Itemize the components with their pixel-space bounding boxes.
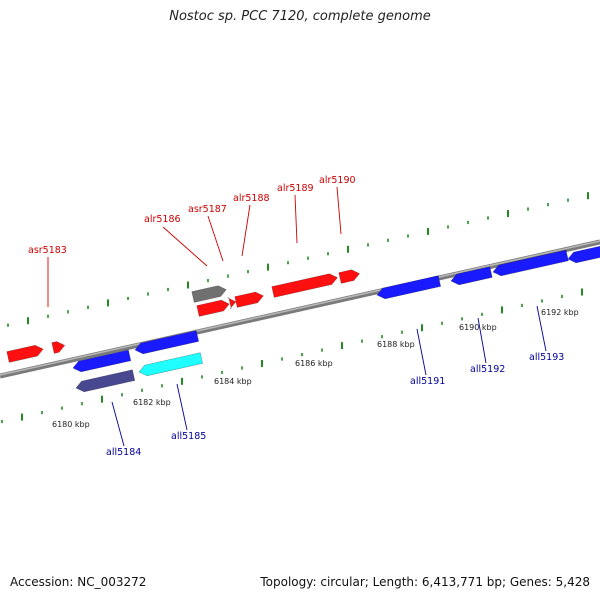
tick-label: 6190 kbp: [459, 323, 497, 332]
leader-asr5187: [207, 215, 224, 262]
leader-all5184: [111, 401, 125, 447]
gene-label-all5193: all5193: [529, 352, 564, 363]
gene-alr5190: [338, 269, 360, 284]
genome-summary-text: Topology: circular; Length: 6,413,771 bp…: [260, 575, 590, 589]
tick-label: 6184 kbp: [214, 377, 252, 386]
gene-all5184: [72, 349, 132, 373]
leader-alr5186: [162, 226, 208, 267]
gene-asr5183-shape: [6, 344, 44, 363]
tick-layer: [1, 192, 589, 424]
gene-all5192: [450, 266, 493, 286]
gene-alr5190-shape: [338, 269, 360, 284]
gene-alr5188-shape: [234, 291, 264, 308]
genome-backbone-highlight: [0, 240, 600, 376]
gene-label-asr5183: asr5183: [28, 245, 67, 256]
gene-asr5187b-shape: [226, 297, 237, 310]
gene-all5193: [492, 249, 569, 277]
leader-alr5190: [336, 186, 342, 235]
leader-all5191: [416, 328, 427, 376]
gene-asr5187b: [226, 297, 237, 310]
accession-text: Accession: NC_003272: [10, 575, 147, 589]
gene-all5185b: [138, 352, 204, 377]
gene-label-asr5187: asr5187: [188, 204, 227, 215]
gene-label-alr5186: alr5186: [144, 214, 181, 225]
gene-all5193-shape: [492, 249, 569, 277]
gene-layer: [6, 244, 600, 393]
map-title: Nostoc sp. PCC 7120, complete genome: [169, 9, 431, 24]
gene-asr5183: [6, 344, 44, 363]
leader-all5192: [477, 317, 487, 364]
leader-all5185: [176, 383, 188, 431]
tick-label: 6188 kbp: [377, 340, 415, 349]
leader-alr5189: [294, 194, 298, 244]
gene-all5194-shape: [567, 244, 600, 264]
gene-asr5183b: [51, 341, 66, 354]
gene-alr5189-shape: [271, 273, 338, 298]
gene-label-alr5189: alr5189: [277, 183, 314, 194]
gene-all5184b: [75, 369, 136, 393]
gene-all5185-shape: [134, 330, 200, 355]
gene-all5192-shape: [450, 266, 493, 286]
gene-all5191: [376, 275, 442, 300]
gene-all5185: [134, 330, 200, 355]
tick-label: 6180 kbp: [52, 420, 90, 429]
gene-label-all5184: all5184: [106, 447, 141, 458]
gene-asr5183b-shape: [51, 341, 66, 354]
leader-all5193: [536, 305, 547, 352]
gene-label-alr5188: alr5188: [233, 193, 270, 204]
gene-label-alr5190: alr5190: [319, 175, 356, 186]
gene-asr5187: [196, 299, 230, 317]
gene-label-all5192: all5192: [470, 364, 505, 375]
gene-all5185b-shape: [138, 352, 204, 377]
gene-asr5187-shape: [196, 299, 230, 317]
leader-alr5188: [241, 204, 251, 257]
gene-alr5186-shape: [191, 285, 227, 303]
gene-all5184-shape: [72, 349, 132, 373]
gene-alr5189: [271, 273, 338, 298]
gene-alr5186: [191, 285, 227, 303]
gene-alr5188: [234, 291, 264, 308]
gene-label-all5191: all5191: [410, 376, 445, 387]
genome-backbone: [0, 239, 600, 379]
leader-layer: [47, 186, 547, 447]
gene-all5191-shape: [376, 275, 442, 300]
gene-all5184b-shape: [75, 369, 136, 393]
gene-label-all5185: all5185: [171, 431, 206, 442]
tick-label: 6182 kbp: [133, 398, 171, 407]
tick-label: 6192 kbp: [541, 308, 579, 317]
label-layer: 6180 kbp 6182 kbp 6184 kbp 6186 kbp 6188 kbp…: [28, 175, 579, 458]
tick-label: 6186 kbp: [295, 359, 333, 368]
gene-all5194: [567, 244, 600, 264]
